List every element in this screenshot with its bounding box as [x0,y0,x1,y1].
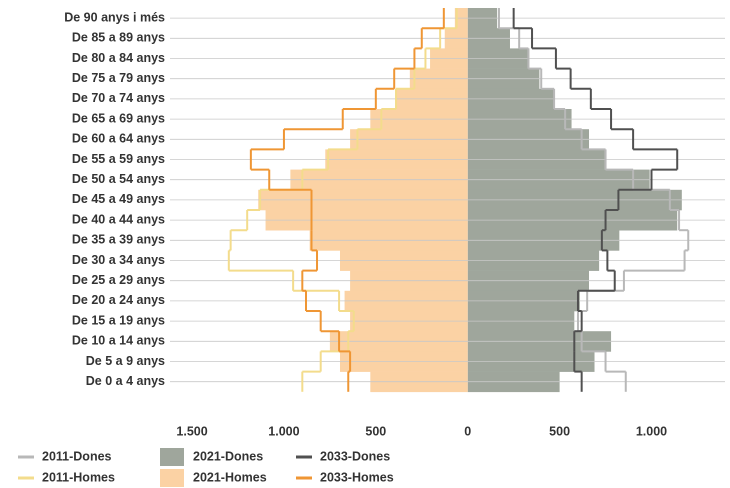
legend-swatch [160,469,184,487]
y-tick-label: De 50 a 54 anys [72,172,165,186]
y-tick-label: De 90 anys i més [64,10,165,24]
y-tick-label: De 35 a 39 anys [72,233,165,247]
y-tick-label: De 5 a 9 anys [86,354,165,368]
x-tick-label: 500 [549,424,570,438]
y-tick-label: De 65 a 69 anys [72,111,165,125]
legend-swatch [160,448,184,466]
legend-label: 2021-Homes [193,470,267,484]
y-tick-label: De 45 a 49 anys [72,192,165,206]
x-tick-label: 1.500 [176,424,207,438]
x-tick-label: 1.000 [636,424,667,438]
x-tick-label: 0 [464,424,471,438]
x-tick-label: 1.000 [268,424,299,438]
legend-label: 2033-Dones [320,449,390,463]
y-tick-label: De 80 a 84 anys [72,51,165,65]
y-tick-label: De 15 a 19 anys [72,313,165,327]
y-tick-label: De 60 a 64 anys [72,132,165,146]
y-tick-label: De 85 a 89 anys [72,31,165,45]
y-tick-label: De 40 a 44 anys [72,212,165,226]
y-tick-label: De 20 a 24 anys [72,293,165,307]
legend-label: 2011-Homes [42,470,115,484]
y-tick-label: De 30 a 34 anys [72,253,165,267]
legend-label: 2011-Dones [42,449,112,463]
legend-label: 2033-Homes [320,470,394,484]
legend-label: 2021-Dones [193,449,263,463]
y-tick-label: De 10 a 14 anys [72,334,165,348]
y-tick-label: De 25 a 29 anys [72,273,165,287]
y-tick-label: De 55 a 59 anys [72,152,165,166]
x-tick-label: 500 [365,424,386,438]
y-tick-label: De 75 a 79 anys [72,71,165,85]
y-tick-label: De 0 a 4 anys [86,374,165,388]
y-tick-label: De 70 a 74 anys [72,91,165,105]
